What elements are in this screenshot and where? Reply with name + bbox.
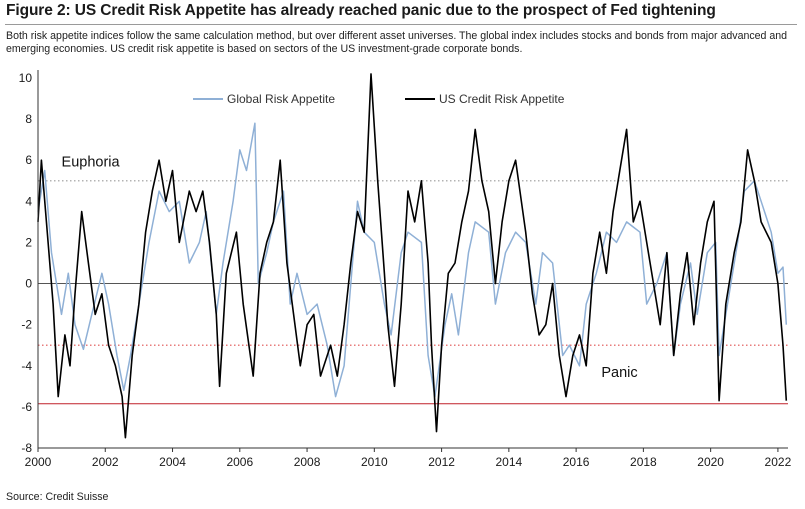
y-tick-label: 4 (25, 194, 32, 208)
x-tick-label: 2010 (361, 455, 388, 469)
x-tick-label: 2002 (92, 455, 119, 469)
y-tick-label: -4 (21, 359, 32, 373)
x-tick-label: 2008 (294, 455, 321, 469)
y-tick-label: 2 (25, 235, 32, 249)
y-tick-label: -6 (21, 400, 32, 414)
x-tick-label: 2020 (697, 455, 724, 469)
annotation-label: Panic (601, 365, 637, 381)
x-tick-label: 2022 (765, 455, 792, 469)
y-axis: 10 8 6 4 2 0 -2 -4 -6 -8 (19, 71, 33, 455)
x-tick-label: 2012 (428, 455, 455, 469)
chart-title: Figure 2: US Credit Risk Appetite has al… (6, 2, 716, 19)
y-tick-label: 8 (25, 112, 32, 126)
annotation-label: Euphoria (62, 154, 121, 170)
x-tick-label: 2014 (496, 455, 523, 469)
y-tick-label: 0 (25, 277, 32, 291)
x-tick-label: 2000 (25, 455, 52, 469)
legend-label: Global Risk Appetite (227, 92, 335, 106)
source-note: Source: Credit Suisse (6, 491, 109, 503)
axes-frame (37, 70, 788, 449)
title-divider (5, 24, 797, 25)
annotations: Euphoria Panic (62, 154, 638, 381)
series-line-us-credit-risk-appetite (37, 73, 788, 439)
chart-subtitle: Both risk appetite indices follow the sa… (6, 30, 788, 55)
y-tick-label: -8 (21, 441, 32, 455)
x-tick-label: 2016 (563, 455, 590, 469)
y-tick-label: -2 (21, 318, 32, 332)
series-lines (37, 73, 788, 439)
x-tick-label: 2006 (226, 455, 253, 469)
x-tick-label: 2004 (159, 455, 186, 469)
legend: Global Risk Appetite US Credit Risk Appet… (193, 92, 565, 106)
legend-label: US Credit Risk Appetite (439, 92, 565, 106)
y-tick-label: 10 (19, 71, 33, 85)
x-axis: 2000 2002 2004 2006 2008 2010 2012 2014 2016 2018… (25, 448, 792, 469)
x-tick-label: 2018 (630, 455, 657, 469)
y-tick-label: 6 (25, 153, 32, 167)
